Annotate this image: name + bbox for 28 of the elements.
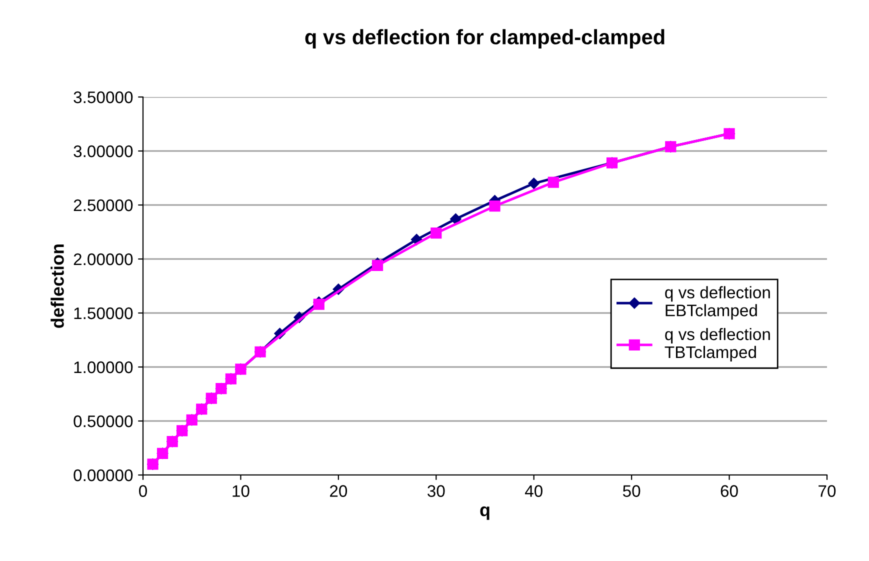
x-tick-label: 0 [139,485,147,497]
x-tick-label: 50 [622,485,640,497]
x-tick-label: 40 [524,485,542,497]
y-tick-label: 0.50000 [74,415,133,428]
chart-title: q vs deflection for clamped-clamped [305,29,664,49]
y-tick-label: 1.00000 [74,361,133,374]
point [430,228,442,239]
point [548,176,559,188]
x-tick-label: 30 [428,485,445,497]
point [450,213,462,225]
point [489,200,500,212]
y-tick-label: 1.50000 [74,307,133,320]
point [313,298,324,310]
x-tick-label: 10 [232,485,250,497]
point [528,178,540,190]
x-tick-label: 60 [720,485,738,497]
y-tick-label: 2.50000 [74,199,133,212]
legend-label: q vs deflection TBTclamped [664,328,770,362]
y-tick-label: 3.00000 [74,145,133,158]
x-tick-label: 70 [818,485,836,497]
point [372,260,384,272]
legend-label: q vs deflection EBTclamped [665,286,770,320]
y-tick-label: 3.50000 [74,91,133,104]
y-tick-label: 2.00000 [74,253,133,266]
x-tick-label: 20 [330,485,348,497]
y-axis-title: deflection [50,244,64,328]
x-axis-title: q [480,506,490,520]
y-tick-label: 0.00000 [74,469,133,482]
